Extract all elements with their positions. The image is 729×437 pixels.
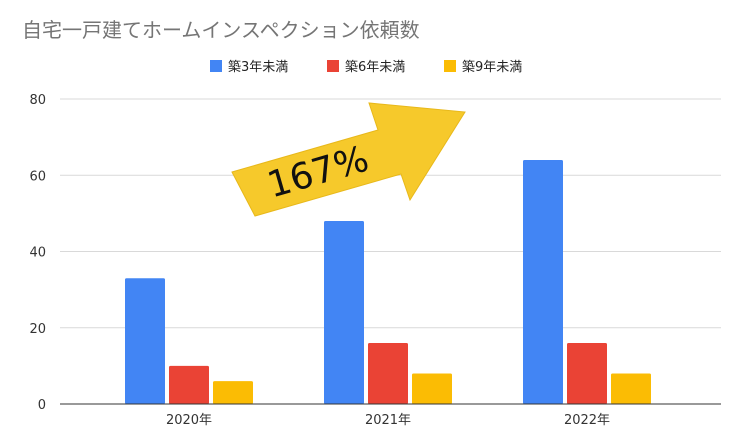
- bar-2-2: [368, 343, 408, 404]
- bar-3-2: [412, 373, 452, 404]
- y-tick-label: 60: [29, 169, 46, 184]
- bar-3-1: [213, 381, 253, 404]
- y-tick-label: 40: [29, 246, 46, 261]
- bar-1-3: [523, 160, 563, 404]
- legend-label-1: 築3年未満: [228, 60, 288, 75]
- legend-swatch-3: [444, 60, 456, 72]
- x-axis-tick-labels: 2020年 2021年 2022年: [166, 413, 610, 428]
- bar-1-2: [324, 221, 364, 404]
- bars: [125, 160, 651, 404]
- chart-title: 自宅一戸建てホームインスペクション依頼数: [22, 18, 420, 42]
- legend: 築3年未満 築6年未満 築9年未満: [210, 60, 522, 75]
- legend-swatch-1: [210, 60, 222, 72]
- x-tick-label: 2021年: [365, 413, 411, 428]
- legend-label-3: 築9年未満: [462, 60, 522, 75]
- bar-2-3: [567, 343, 607, 404]
- bar-2-1: [169, 365, 209, 404]
- legend-swatch-2: [327, 60, 339, 72]
- growth-arrow: [231, 102, 466, 217]
- bar-3-3: [611, 373, 651, 404]
- y-axis-tick-labels: 0 20 40 60 80: [29, 93, 46, 413]
- bar-1-1: [125, 278, 165, 404]
- x-tick-label: 2022年: [564, 413, 610, 428]
- x-tick-label: 2020年: [166, 413, 212, 428]
- y-tick-label: 0: [38, 398, 46, 413]
- legend-label-2: 築6年未満: [345, 60, 405, 75]
- y-tick-label: 20: [29, 322, 46, 337]
- y-tick-label: 80: [29, 93, 46, 108]
